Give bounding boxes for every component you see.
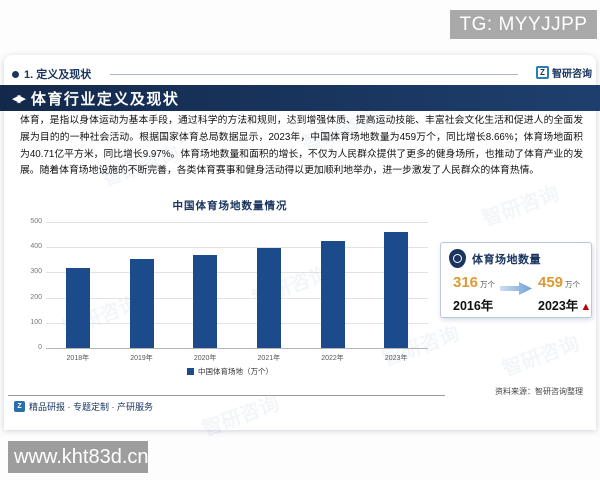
- x-axis-tick-label: 2022年: [321, 355, 344, 362]
- start-value-row: 316 万个: [453, 274, 495, 292]
- bullet-icon: [12, 70, 19, 78]
- y-axis-tick-label: 400: [30, 243, 42, 251]
- section-title: 1. 定义及现状: [24, 69, 92, 81]
- chart-title: 中国体育场地数量情况: [172, 200, 288, 212]
- end-value: 459: [538, 274, 564, 291]
- gridline: [46, 297, 428, 299]
- footer-logo-icon: Z: [14, 401, 25, 412]
- brand-logo-lockup: Z 智研咨询: [536, 65, 592, 80]
- arrow-up-icon: ▲: [580, 301, 592, 313]
- end-stat: 459 万个 2023年 ▲: [538, 274, 591, 314]
- x-axis-tick-label: 2019年: [130, 355, 153, 362]
- bar-2021年: [256, 247, 281, 348]
- tg-watermark-badge: TG: MYYJJPP: [450, 10, 597, 39]
- y-axis-tick-label: 100: [30, 318, 42, 326]
- highlight-card-header: 体育场地数量: [449, 249, 541, 268]
- highlight-card-title: 体育场地数量: [472, 253, 541, 266]
- end-year: 2023年 ▲: [538, 295, 591, 314]
- brand-name: 智研咨询: [552, 69, 592, 80]
- banner-title: 体育行业定义及现状: [30, 90, 180, 108]
- bar-2023年: [384, 232, 409, 348]
- x-axis-tick-label: 2021年: [257, 355, 281, 362]
- x-axis-tick-label: 2018年: [66, 355, 90, 362]
- ring-icon: [453, 254, 462, 263]
- bar-2019年: [129, 258, 154, 348]
- bar-2020年: [193, 254, 218, 348]
- y-axis-tick-label: 500: [30, 218, 42, 225]
- x-axis-tick-label: 2023年: [384, 355, 408, 362]
- y-axis-tick-label: 0: [38, 344, 42, 351]
- end-unit: 万个: [565, 280, 581, 289]
- header-divider: [110, 74, 518, 75]
- site-watermark-badge: www.kht83d.cn: [8, 441, 148, 473]
- badge-shield-icon: [449, 249, 466, 268]
- start-unit: 万个: [480, 280, 496, 289]
- footer-tagline: 精品研报 · 专题定制 · 产研服务: [29, 402, 153, 412]
- body-paragraph: 体育，是指以身体运动为基本手段，通过科学的方法和规则，达到增强体质、提高运动技能…: [20, 115, 583, 177]
- gridline: [46, 322, 428, 324]
- end-year-label: 2023年: [538, 299, 579, 313]
- legend-label: 中国体育场地（万个）: [198, 367, 273, 376]
- highlight-card: 体育场地数量 316 万个 2016年 459 万个 2023年 ▲: [440, 242, 592, 318]
- chart-plot-area: 0 100 200 300 400 500 2018年 2019年 2020年 2021年 2022…: [30, 218, 428, 362]
- end-value-row: 459 万个: [538, 274, 591, 292]
- gridline: [46, 222, 428, 223]
- gridline: [46, 247, 428, 249]
- chart-legend: 中国体育场地（万个）: [30, 366, 430, 377]
- legend-swatch: [187, 368, 194, 375]
- bar-chart: 0 100 200 300 400 500 2018年 2019年 2020年 2021年 2022…: [30, 216, 430, 376]
- footer-brand: Z 精品研报 · 专题定制 · 产研服务: [14, 400, 153, 413]
- section-header: 1. 定义及现状: [12, 66, 91, 82]
- start-value: 316: [453, 274, 479, 291]
- start-year: 2016年: [453, 299, 494, 313]
- y-axis-tick-label: 200: [30, 293, 42, 301]
- gridline: [46, 272, 428, 274]
- x-axis-tick-label: 2020年: [193, 355, 217, 362]
- start-stat: 316 万个 2016年: [453, 274, 495, 314]
- bar-2022年: [320, 241, 345, 348]
- y-axis-tick-label: 300: [30, 268, 42, 276]
- bar-2018年: [65, 268, 90, 348]
- data-source-note: 资料来源：智研咨询整理: [495, 387, 583, 396]
- diamond-icon: ◀▶: [12, 92, 26, 105]
- brand-logo-icon: Z: [536, 66, 549, 79]
- banner: ◀▶ 体育行业定义及现状: [0, 85, 600, 111]
- footer-divider: [8, 395, 445, 396]
- arrow-right-icon: [499, 281, 533, 301]
- gridline: [46, 348, 428, 349]
